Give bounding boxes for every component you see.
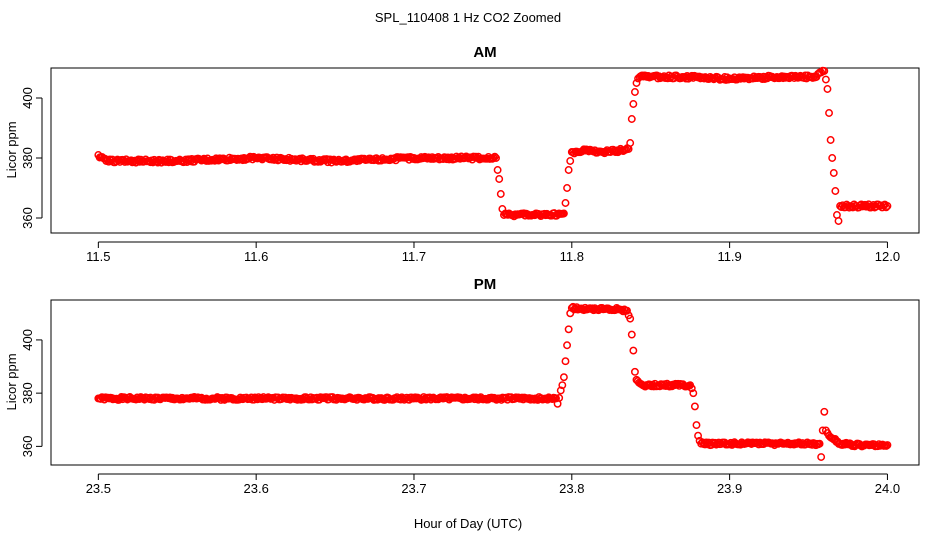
pm-y-tick-label: 360 — [20, 436, 35, 458]
pm-y-axis: 360 380 400 — [20, 329, 43, 458]
figure-suptitle: SPL_110408 1 Hz CO2 Zoomed — [375, 10, 561, 25]
pm-data-point — [820, 407, 829, 416]
pm-data-point — [687, 384, 696, 393]
am-data-point — [559, 209, 568, 218]
pm-data-point — [623, 306, 631, 315]
am-data-point — [496, 190, 505, 198]
am-data-point — [489, 153, 498, 162]
pm-x-tick-label: 23.9 — [717, 481, 742, 496]
am-y-tick-label: 380 — [20, 147, 35, 169]
am-data-point — [826, 136, 835, 144]
am-data-point — [828, 154, 837, 162]
am-x-axis: 11.5 11.6 11.7 11.8 11.9 12.0 — [86, 241, 900, 264]
am-data-point — [629, 100, 638, 108]
am-data-point — [492, 154, 500, 162]
pm-data-point — [690, 402, 699, 411]
pm-data-point — [627, 330, 636, 339]
pm-data-point — [630, 367, 639, 376]
am-panel-title: AM — [473, 44, 496, 61]
pm-x-tick-label: 24.0 — [875, 481, 900, 496]
pm-data-point — [692, 421, 701, 430]
am-data-point — [825, 109, 833, 117]
am-data-point — [626, 139, 635, 147]
am-x-tick-label: 11.8 — [560, 249, 584, 264]
am-y-tick-label: 360 — [20, 207, 35, 229]
pm-data-points — [94, 302, 892, 461]
pm-y-axis-label: Licor ppm — [4, 353, 19, 410]
am-data-point — [831, 187, 840, 195]
pm-y-tick-label: 400 — [20, 329, 35, 351]
pm-x-tick-label: 23.8 — [559, 481, 584, 496]
pm-data-point — [558, 381, 567, 390]
pm-panel: PM Licor ppm 23.5 23.6 23.7 23.8 23.9 24.0 36… — [4, 276, 920, 496]
pm-panel-title: PM — [474, 276, 497, 293]
am-data-point — [627, 115, 636, 123]
pm-data-point — [883, 441, 892, 449]
am-y-axis: 360 380 400 — [20, 87, 43, 229]
pm-x-tick-label: 23.7 — [401, 481, 426, 496]
am-x-tick-label: 11.7 — [402, 249, 426, 264]
pm-x-tick-label: 23.5 — [86, 481, 111, 496]
am-y-tick-label: 400 — [20, 87, 35, 109]
am-x-tick-label: 11.6 — [244, 249, 268, 264]
am-data-point — [561, 199, 570, 207]
pm-x-tick-label: 23.6 — [244, 481, 269, 496]
am-y-axis-label: Licor ppm — [4, 121, 19, 178]
am-data-point — [821, 75, 830, 84]
pm-data-point — [694, 431, 703, 440]
x-axis-label: Hour of Day (UTC) — [414, 516, 522, 531]
am-data-point — [823, 85, 832, 93]
am-panel: AM Licor ppm 11.5 11.6 11.7 11.8 11.9 12.0 36… — [4, 44, 920, 264]
am-data-point — [834, 217, 843, 225]
pm-data-point — [563, 341, 572, 350]
am-plot-frame — [50, 67, 920, 234]
am-data-point — [820, 67, 829, 75]
pm-data-point — [626, 314, 635, 323]
pm-data-point — [555, 393, 564, 402]
am-data-point — [564, 166, 573, 174]
am-data-point — [563, 184, 572, 192]
am-x-tick-label: 11.5 — [86, 249, 110, 264]
pm-data-point — [689, 389, 698, 398]
am-x-tick-label: 12.0 — [875, 249, 900, 264]
pm-data-point — [559, 373, 568, 382]
pm-data-point — [564, 325, 573, 334]
am-data-point — [882, 203, 891, 212]
pm-data-point — [817, 453, 826, 461]
am-data-point — [632, 79, 641, 87]
pm-data-point — [629, 346, 638, 355]
am-data-point — [493, 166, 502, 174]
am-data-point — [883, 202, 892, 210]
am-data-point — [829, 169, 838, 177]
am-data-point — [495, 175, 504, 183]
pm-plot-frame — [50, 299, 920, 466]
pm-data-point — [561, 357, 570, 366]
am-data-point — [566, 157, 575, 165]
pm-x-axis: 23.5 23.6 23.7 23.8 23.9 24.0 — [86, 473, 900, 496]
am-data-point — [490, 152, 499, 161]
am-x-tick-label: 11.9 — [717, 249, 741, 264]
am-data-point — [630, 88, 639, 96]
am-data-points — [94, 66, 892, 225]
pm-y-tick-label: 380 — [20, 382, 35, 404]
pm-data-point — [815, 439, 824, 448]
